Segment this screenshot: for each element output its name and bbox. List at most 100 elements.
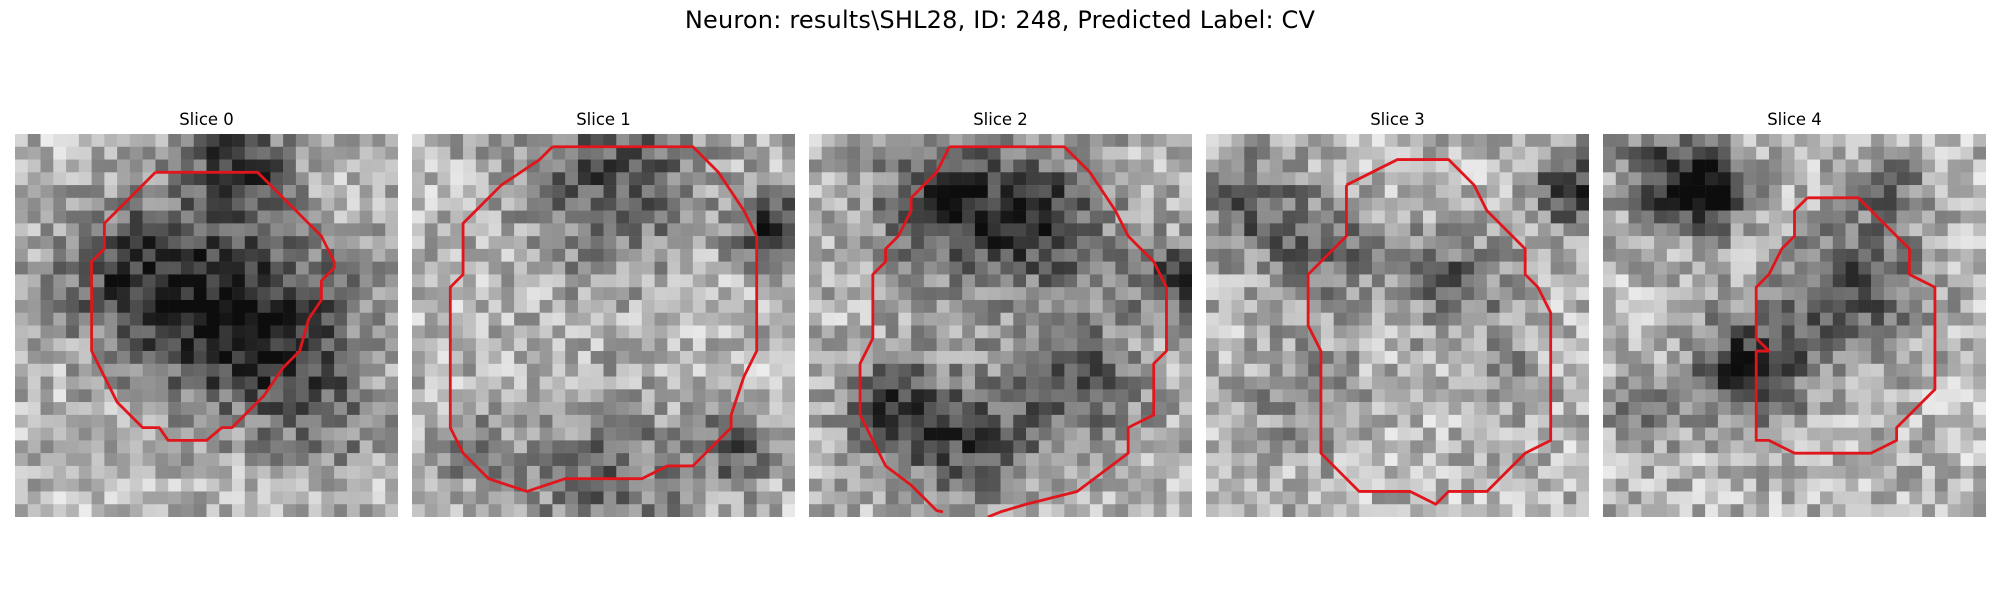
pixel — [1692, 440, 1706, 454]
pixel — [1077, 325, 1091, 339]
pixel — [1179, 440, 1192, 454]
pixel — [180, 223, 194, 237]
pixel — [424, 376, 438, 390]
pixel — [168, 134, 182, 148]
pixel — [193, 248, 207, 262]
pixel — [1768, 465, 1782, 479]
pixel — [180, 261, 194, 275]
pixel — [1346, 376, 1360, 390]
pixel — [488, 465, 502, 479]
pixel — [295, 223, 309, 237]
pixel — [654, 427, 668, 441]
pixel — [1705, 159, 1719, 173]
pixel — [1435, 172, 1449, 186]
pixel — [232, 465, 246, 479]
pixel — [1820, 197, 1834, 211]
pixel — [450, 376, 464, 390]
pixel — [295, 299, 309, 313]
pixel — [1435, 248, 1449, 262]
pixel — [15, 287, 29, 301]
pixel — [1308, 172, 1322, 186]
pixel — [1218, 491, 1232, 505]
pixel — [1717, 172, 1731, 186]
pixel — [321, 414, 335, 428]
pixel — [1333, 338, 1347, 352]
pixel — [872, 223, 886, 237]
pixel — [53, 376, 67, 390]
pixel — [1461, 248, 1475, 262]
pixel — [1705, 210, 1719, 224]
pixel — [667, 363, 681, 377]
pixel — [860, 248, 874, 262]
pixel — [1576, 159, 1589, 173]
pixel — [1832, 134, 1846, 148]
pixel — [168, 478, 182, 492]
pixel — [1206, 478, 1220, 492]
pixel — [1102, 376, 1116, 390]
pixel — [1934, 465, 1948, 479]
pixel — [1013, 299, 1027, 313]
pixel — [424, 223, 438, 237]
pixel — [66, 478, 80, 492]
pixel — [1845, 146, 1859, 160]
pixel — [1000, 338, 1014, 352]
pixel — [1320, 312, 1334, 326]
pixel — [1435, 338, 1449, 352]
pixel — [244, 478, 258, 492]
pixel — [1807, 248, 1821, 262]
pixel — [1474, 453, 1488, 467]
pixel — [962, 491, 976, 505]
pixel — [731, 453, 745, 467]
pixel — [308, 261, 322, 275]
pixel — [1730, 453, 1744, 467]
pixel — [949, 223, 963, 237]
pixel — [1934, 274, 1948, 288]
pixel — [1051, 363, 1065, 377]
pixel — [526, 491, 540, 505]
pixel — [872, 351, 886, 365]
pixel — [1346, 274, 1360, 288]
pixel — [15, 159, 29, 173]
pixel — [1896, 312, 1910, 326]
pixel — [885, 287, 899, 301]
pixel — [1038, 504, 1052, 517]
pixel — [1218, 402, 1232, 416]
pixel — [629, 287, 643, 301]
pixel — [923, 299, 937, 313]
pixel — [949, 146, 963, 160]
pixel — [1692, 363, 1706, 377]
pixel — [1000, 440, 1014, 454]
pixel — [1269, 274, 1283, 288]
pixel — [295, 197, 309, 211]
pixel — [53, 223, 67, 237]
pixel — [769, 172, 783, 186]
pixel — [232, 159, 246, 173]
pixel — [885, 478, 899, 492]
pixel — [834, 465, 848, 479]
pixel — [1934, 325, 1948, 339]
pixel — [334, 146, 348, 160]
pixel — [1064, 172, 1078, 186]
pixel — [1257, 146, 1271, 160]
pixel — [1832, 504, 1846, 517]
pixel — [1871, 376, 1885, 390]
pixel — [359, 465, 373, 479]
pixel — [1794, 210, 1808, 224]
pixel — [1550, 299, 1564, 313]
pixel — [1679, 223, 1693, 237]
pixel — [809, 248, 823, 262]
pixel — [1013, 312, 1027, 326]
pixel — [769, 325, 783, 339]
pixel — [40, 440, 54, 454]
pixel — [590, 185, 604, 199]
pixel — [232, 261, 246, 275]
pixel — [1603, 363, 1617, 377]
pixel — [1231, 338, 1245, 352]
pixel — [1922, 210, 1936, 224]
pixel — [1883, 146, 1897, 160]
pixel — [1474, 236, 1488, 250]
pixel — [1244, 440, 1258, 454]
pixel — [782, 261, 795, 275]
pixel — [1320, 134, 1334, 148]
pixel — [1128, 146, 1142, 160]
